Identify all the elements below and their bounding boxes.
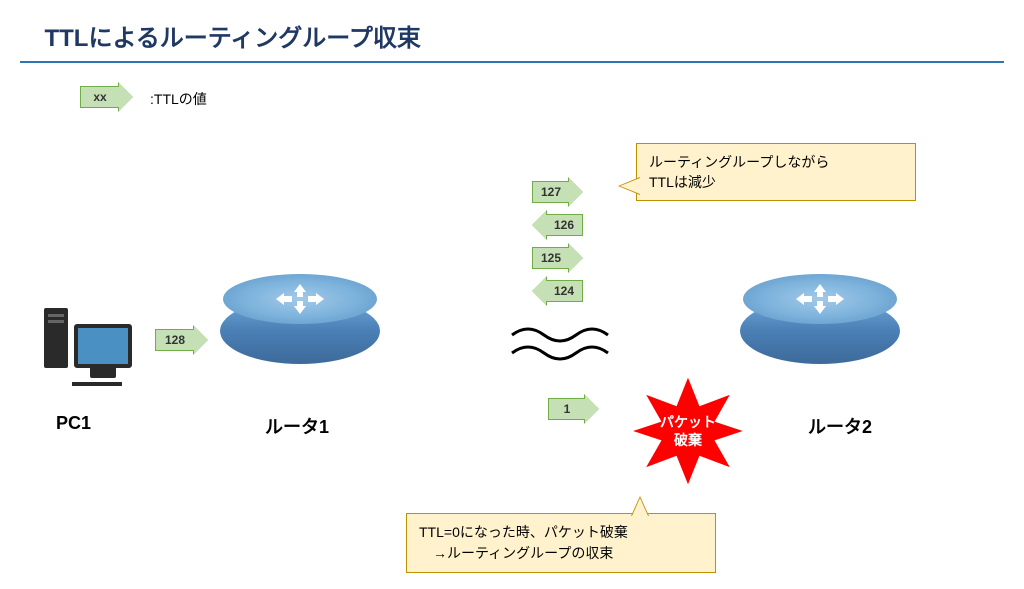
ttl-value: 124 [545, 280, 583, 302]
callout-packet-drop: TTL=0になった時、パケット破棄 →ルーティングループの収束 [406, 513, 716, 573]
router2-label: ルータ2 [808, 413, 872, 439]
router-arrows-icon [790, 282, 850, 316]
starburst-line1: パケット [660, 414, 716, 430]
wave-icon [510, 323, 610, 368]
ttl-arrow-128: 128 [155, 326, 208, 354]
callout1-tail [620, 178, 640, 194]
ttl-value: 127 [532, 181, 570, 203]
callout-ttl-decreasing: ルーティングループしながら TTLは減少 [636, 143, 916, 201]
starburst-line2: 破棄 [674, 432, 702, 448]
ttl-value: 128 [155, 329, 195, 351]
callout1-line2: TTLは減少 [649, 174, 716, 190]
callout2-tail [632, 498, 648, 516]
ttl-value: 1 [548, 398, 586, 420]
pc-label: PC1 [56, 413, 91, 434]
ttl-value: 126 [545, 214, 583, 236]
callout1-line1: ルーティングループしながら [649, 154, 829, 170]
callout2-line1: TTL=0になった時、パケット破棄 [419, 524, 628, 540]
router2-icon [740, 278, 900, 378]
legend-arrow-text: xx [80, 86, 120, 108]
callout2-line2: →ルーティングループの収束 [419, 545, 613, 561]
packet-drop-starburst: パケット 破棄 [628, 371, 748, 491]
pc-icon [44, 308, 132, 368]
ttl-arrow-124: 124 [532, 277, 583, 305]
router-arrows-icon [270, 282, 330, 316]
page-title: TTLによるルーティングループ収束 [20, 0, 1003, 63]
router1-icon [220, 278, 380, 378]
ttl-arrow-127: 127 [532, 178, 583, 206]
ttl-arrow-1: 1 [548, 395, 599, 423]
legend-label: :TTLの値 [150, 89, 207, 109]
ttl-arrow-126: 126 [532, 211, 583, 239]
diagram-content: xx :TTLの値 PC1 128 ルー [0, 63, 1024, 589]
legend-arrow: xx [80, 83, 133, 111]
router1-label: ルータ1 [265, 413, 329, 439]
ttl-value: 125 [532, 247, 570, 269]
ttl-arrow-125: 125 [532, 244, 583, 272]
